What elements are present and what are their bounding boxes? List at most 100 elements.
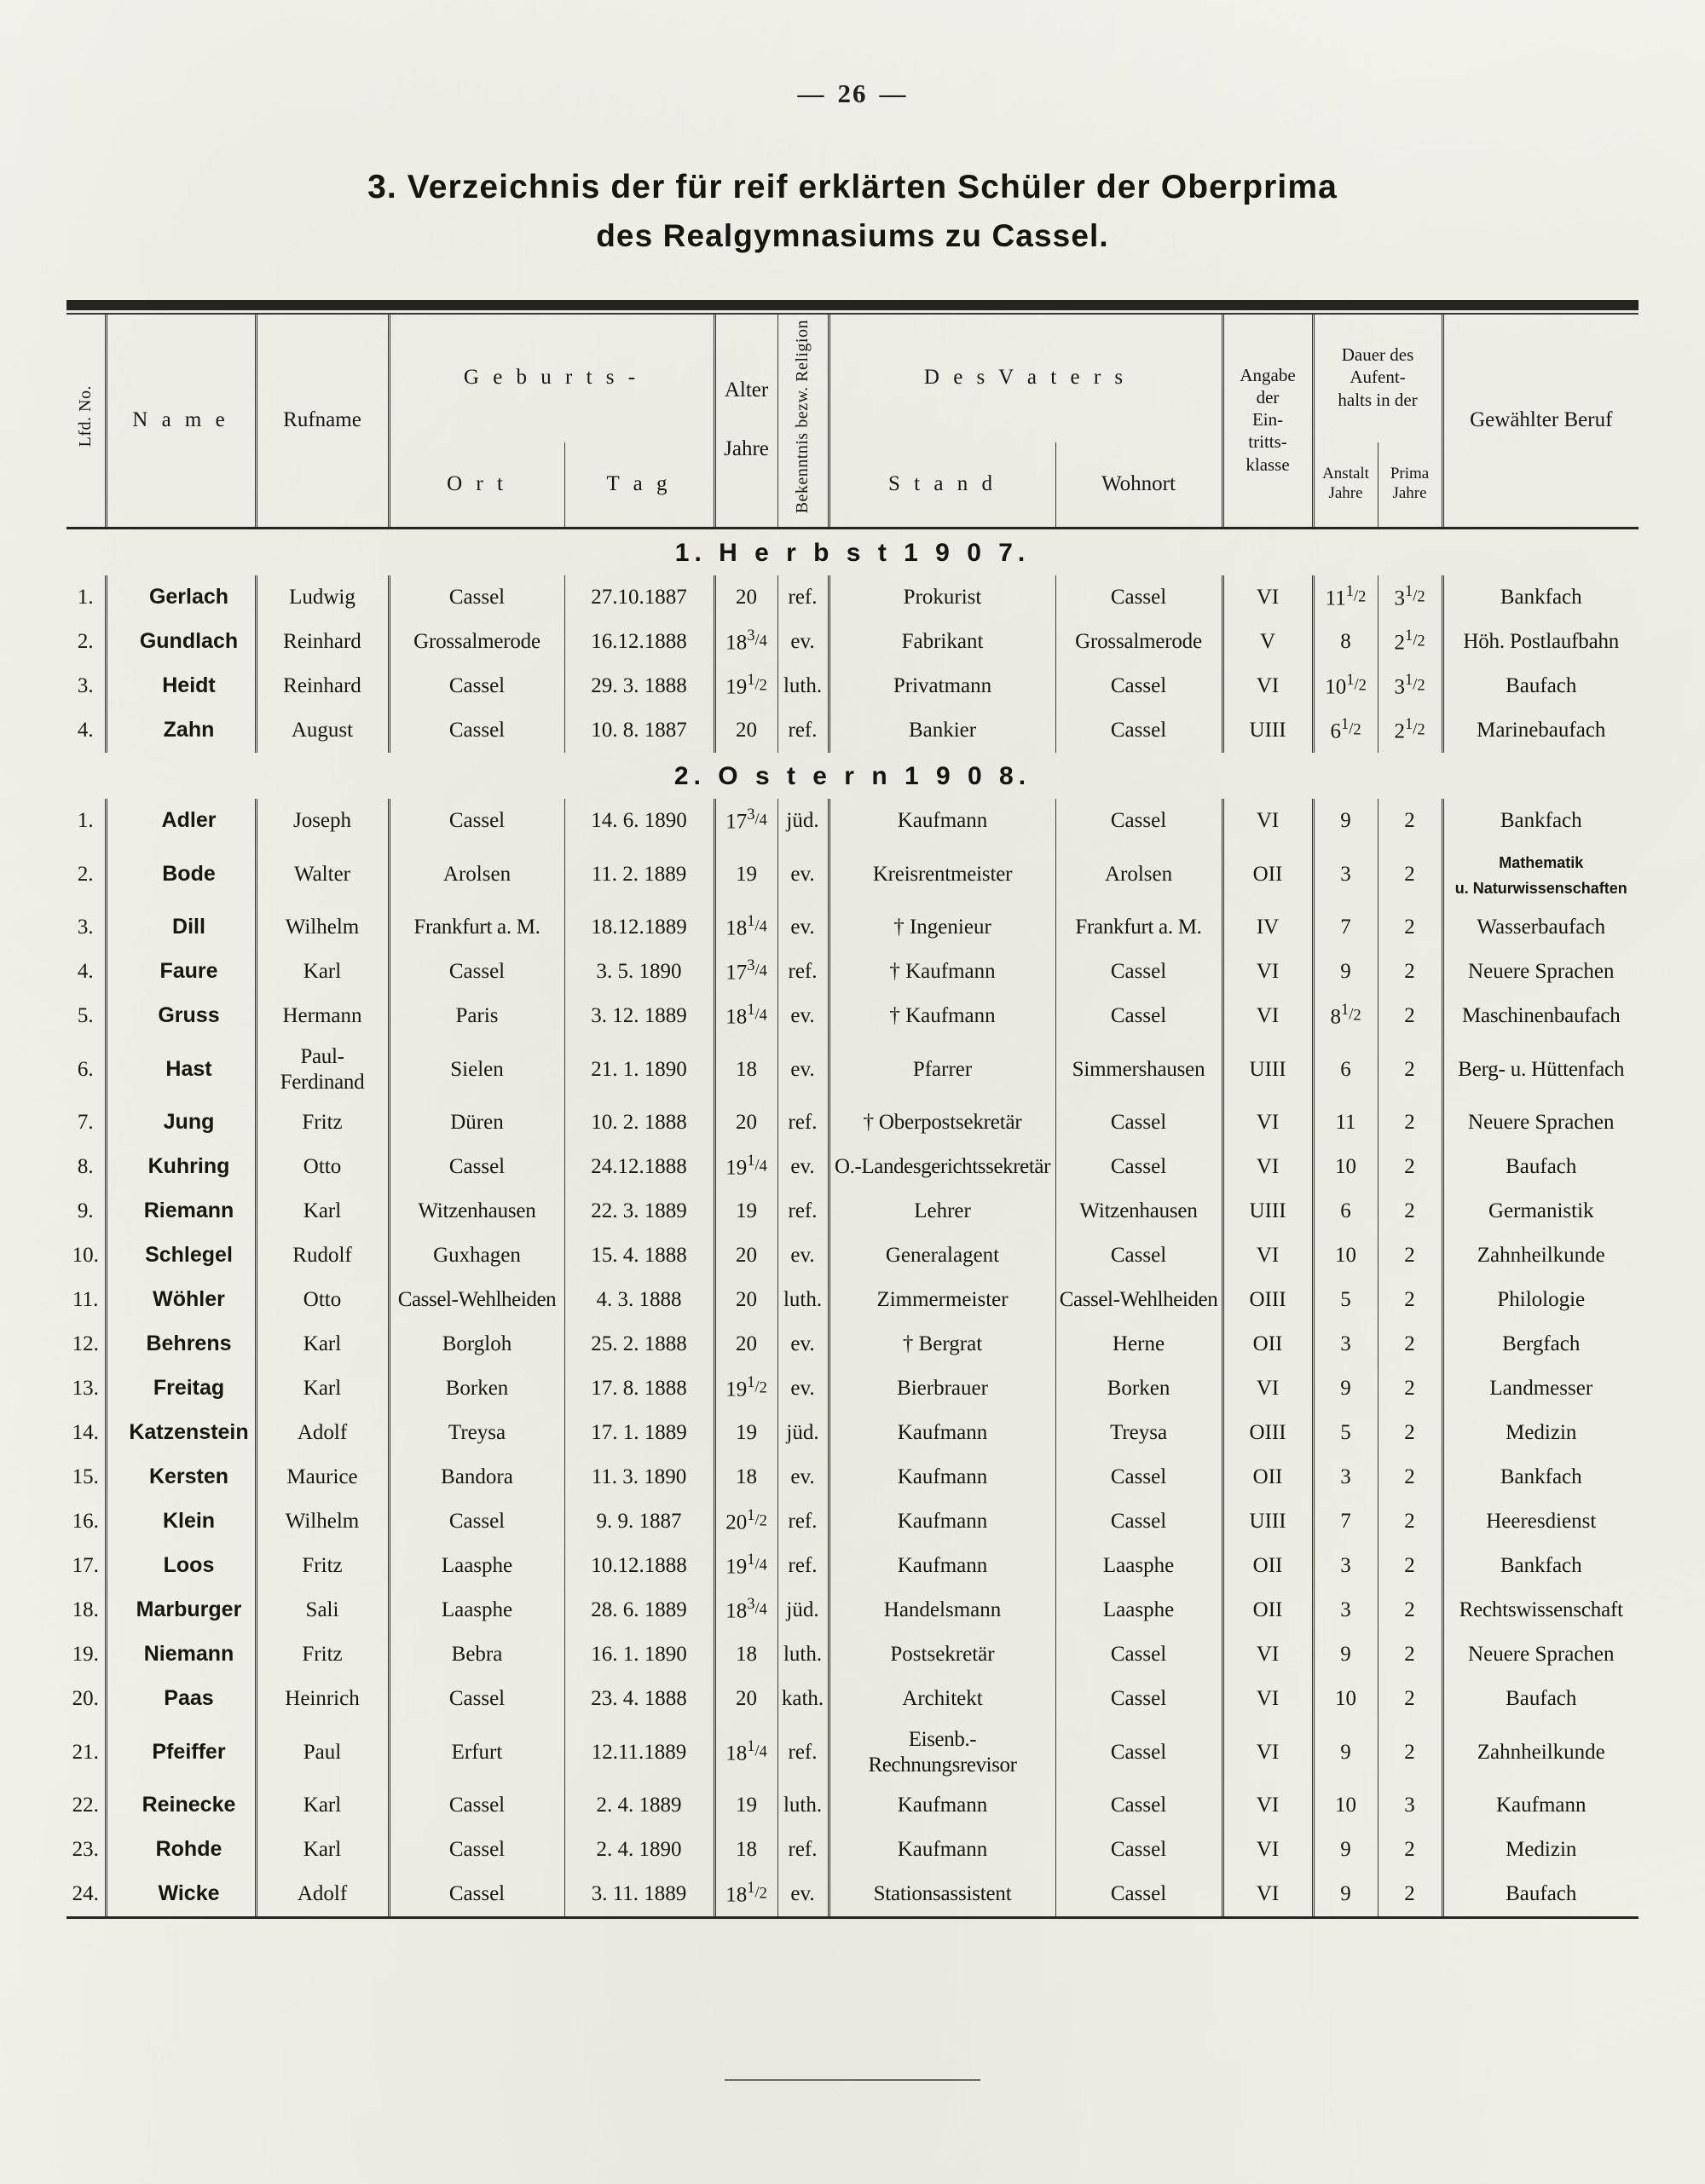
- table-row: 13. Freitag Karl Borken 17. 8. 1888 191/2 ev. B…: [66, 1366, 1639, 1412]
- folio-number: 26: [837, 78, 868, 108]
- header-des-vaters: D e s V a t e r s: [923, 365, 1128, 389]
- cell-name: Hast: [104, 1038, 256, 1101]
- cell-dauer-prima: 2: [1377, 994, 1443, 1039]
- cell-rufname: Paul: [254, 1721, 389, 1784]
- cell-lfd-no: 3.: [77, 916, 94, 939]
- cell-dauer-anstalt: 6: [1311, 1038, 1378, 1101]
- cell-gewaehlter-beruf: Germanistik: [1441, 1189, 1639, 1234]
- cell-name: Gerlach: [104, 575, 256, 621]
- cell-vater-stand: Kaufmann: [827, 1411, 1056, 1456]
- cell-dauer-anstalt: 5: [1311, 1278, 1378, 1323]
- cell-gewaehlter-beruf: Rechtswissenschaft: [1441, 1588, 1639, 1633]
- cell-lfd-no: 4.: [77, 960, 94, 984]
- cell-rufname: Hermann: [254, 994, 389, 1039]
- header-geburtsort: O r t: [387, 442, 564, 528]
- cell-name: Jung: [104, 1101, 256, 1146]
- cell-vater-stand: Prokurist: [827, 575, 1056, 621]
- table-row: 2. Gundlach Reinhard Grossalmerode 16.12.188…: [66, 620, 1639, 665]
- cell-vater-wohnort: Cassel: [1055, 1828, 1223, 1873]
- cell-name: Wöhler: [104, 1278, 256, 1323]
- cell-dauer-prima: 2: [1377, 1544, 1443, 1589]
- table-row: 9. Riemann Karl Witzenhausen 22. 3. 1889 19 re…: [66, 1189, 1639, 1234]
- cell-dauer-prima: 2: [1377, 1828, 1443, 1873]
- cell-dauer-prima: 2: [1377, 1632, 1443, 1678]
- cell-gewaehlter-beruf: Medizin: [1441, 1828, 1639, 1873]
- cell-geburtstag: 11. 2. 1889: [564, 843, 715, 906]
- cell-geburtstag: 9. 9. 1887: [564, 1499, 715, 1545]
- cell-religion: ref.: [777, 1721, 829, 1784]
- table-row: 15. Kersten Maurice Bandora 11. 3. 1890 18 ev.…: [66, 1455, 1639, 1500]
- cell-religion: jüd.: [777, 1588, 829, 1633]
- cell-vater-stand: Pfarrer: [827, 1038, 1056, 1101]
- cell-lfd-no: 13.: [72, 1377, 99, 1401]
- cell-lfd-no: 9.: [77, 1199, 94, 1223]
- cell-vater-stand: Kaufmann: [827, 1499, 1056, 1545]
- cell-geburtstag: 2. 4. 1890: [564, 1828, 715, 1873]
- table-row: 7. Jung Fritz Düren 10. 2. 1888 20 ref. † Oberp…: [66, 1101, 1639, 1146]
- cell-name: Schlegel: [104, 1234, 256, 1279]
- cell-alter: 20: [713, 1677, 778, 1722]
- cell-dauer-prima: 21/2: [1377, 708, 1443, 754]
- cell-name: Marburger: [104, 1588, 256, 1633]
- cell-vater-stand: Architekt: [827, 1677, 1056, 1722]
- header-bottom-rule: [66, 526, 1639, 529]
- cell-rufname: Karl: [254, 1366, 389, 1412]
- cell-geburtsort: Grossalmerode: [387, 620, 564, 665]
- cell-name: Dill: [104, 905, 256, 950]
- table-row: 12. Behrens Karl Borgloh 25. 2. 1888 20 ev. † B…: [66, 1322, 1639, 1367]
- cell-name: Kuhring: [104, 1145, 256, 1190]
- cell-dauer-anstalt: 11: [1311, 1101, 1378, 1146]
- cell-lfd-no: 24.: [72, 1882, 99, 1906]
- cell-geburtstag: 10. 8. 1887: [564, 708, 715, 754]
- eintritt-line-4: tritts-: [1248, 431, 1287, 453]
- header-rufname: Rufname: [254, 314, 389, 528]
- cell-geburtsort: Cassel: [387, 664, 564, 709]
- cell-name: Gruss: [104, 994, 256, 1039]
- cell-dauer-prima: 2: [1377, 1189, 1443, 1234]
- title-line-1: 3. Verzeichnis der für reif erklärten Sc…: [367, 169, 1338, 205]
- cell-dauer-prima: 2: [1377, 1455, 1443, 1500]
- header-alter-jahre: Jahre: [724, 437, 769, 461]
- cell-geburtstag: 16. 1. 1890: [564, 1632, 715, 1678]
- cell-geburtsort: Witzenhausen: [387, 1189, 564, 1234]
- section-heading-row: 2. O s t e r n 1 9 0 8.: [66, 753, 1639, 799]
- cell-rufname: Sali: [254, 1588, 389, 1633]
- footer-divider: [725, 2079, 980, 2082]
- header-des-vaters-group: D e s V a t e r s: [827, 314, 1223, 442]
- cell-dauer-prima: 2: [1377, 799, 1443, 844]
- cell-eintrittsklasse: VI: [1221, 1632, 1314, 1678]
- cell-geburtsort: Cassel: [387, 1145, 564, 1190]
- cell-geburtsort: Borken: [387, 1366, 564, 1412]
- table-header: Lfd. No. N a m e Rufname G e b u r t s -…: [66, 314, 1639, 529]
- cell-dauer-prima: 31/2: [1377, 664, 1443, 709]
- cell-vater-stand: † Ingenieur: [827, 905, 1056, 950]
- header-vater-stand: S t a n d: [827, 442, 1056, 528]
- cell-vater-wohnort: Cassel: [1055, 1145, 1223, 1190]
- cell-vater-stand: Zimmermeister: [827, 1278, 1056, 1323]
- title-line-2: des Realgymnasiums zu Cassel.: [596, 218, 1109, 254]
- cell-alter: 181/4: [713, 905, 778, 950]
- cell-gewaehlter-beruf: Medizin: [1441, 1411, 1639, 1456]
- cell-alter: 19: [713, 1783, 778, 1829]
- cell-geburtstag: 12.11.1889: [564, 1721, 715, 1784]
- cell-eintrittsklasse: VI: [1221, 994, 1314, 1039]
- cell-lfd-no: 16.: [72, 1510, 99, 1534]
- cell-dauer-prima: 2: [1377, 950, 1443, 995]
- cell-dauer-anstalt: 10: [1311, 1145, 1378, 1190]
- cell-eintrittsklasse: VI: [1221, 1872, 1314, 1917]
- cell-geburtsort: Cassel: [387, 575, 564, 621]
- dauer-line-3: halts in der: [1338, 389, 1418, 410]
- cell-alter: 191/2: [713, 664, 778, 709]
- cell-dauer-anstalt: 3: [1311, 1544, 1378, 1589]
- header-alter: Alter: [724, 378, 769, 402]
- cell-geburtsort: Cassel: [387, 1828, 564, 1873]
- cell-rufname: Rudolf: [254, 1234, 389, 1279]
- cell-religion: ev.: [777, 1038, 829, 1101]
- cell-vater-stand: Handelsmann: [827, 1588, 1056, 1633]
- cell-rufname: Reinhard: [254, 620, 389, 665]
- cell-vater-wohnort: Cassel: [1055, 1721, 1223, 1784]
- cell-rufname: Joseph: [254, 799, 389, 844]
- cell-rufname: Maurice: [254, 1455, 389, 1500]
- cell-name: Zahn: [104, 708, 256, 754]
